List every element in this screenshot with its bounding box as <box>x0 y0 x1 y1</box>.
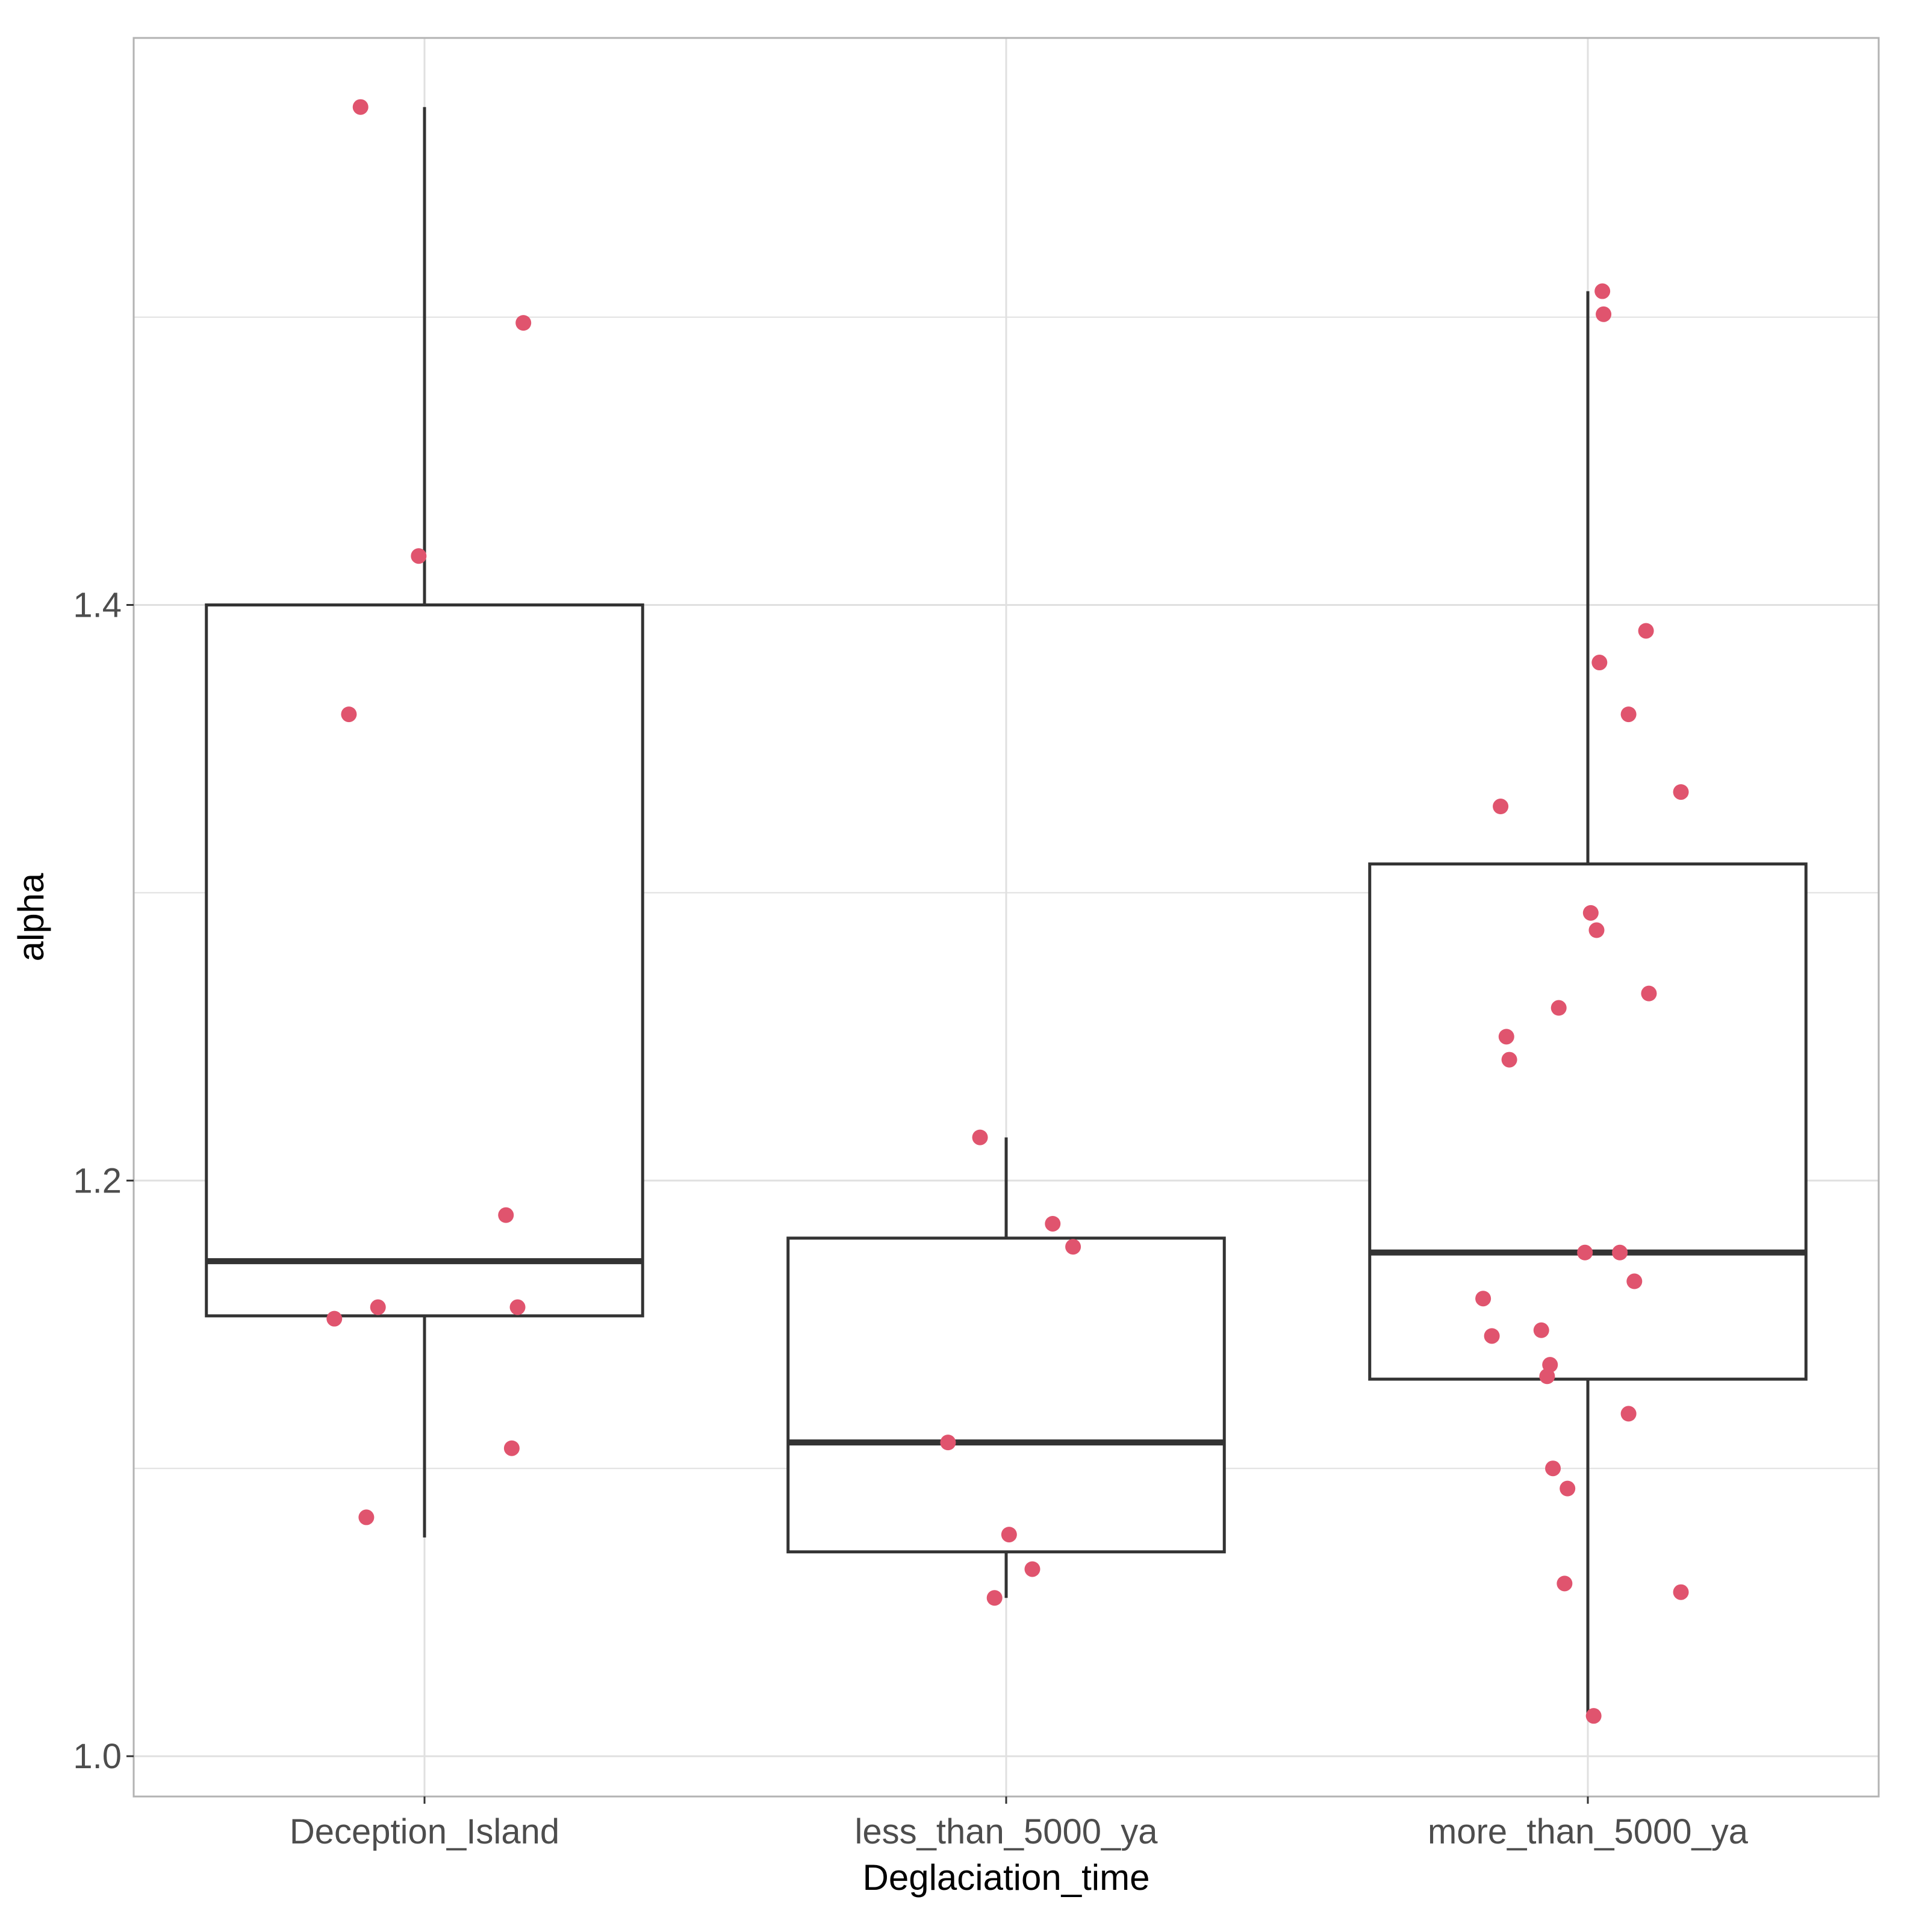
data-point <box>986 1590 1003 1606</box>
data-point <box>1493 799 1509 815</box>
data-point <box>1498 1029 1514 1045</box>
data-point <box>1484 1328 1500 1344</box>
iqr-box <box>1368 862 1808 1381</box>
x-tick-label: less_than_5000_ya <box>854 1812 1158 1851</box>
data-point <box>352 99 369 115</box>
data-point <box>509 1299 526 1315</box>
data-point <box>1626 1273 1643 1289</box>
boxes <box>205 107 1808 1716</box>
box-more_than_5000_ya <box>1368 291 1808 1716</box>
data-point <box>1533 1322 1549 1338</box>
data-point <box>1594 283 1611 299</box>
data-point <box>370 1299 386 1315</box>
data-point <box>1501 1052 1517 1068</box>
data-point <box>1551 1000 1567 1016</box>
data-point <box>1539 1368 1555 1385</box>
data-point <box>1065 1239 1081 1255</box>
data-point <box>1620 1406 1637 1422</box>
data-point <box>1638 623 1654 639</box>
data-point <box>1612 1244 1628 1260</box>
iqr-box <box>205 603 644 1318</box>
y-tick-label: 1.4 <box>73 585 122 625</box>
data-point <box>1545 1460 1561 1477</box>
data-point <box>341 706 357 723</box>
iqr-box <box>786 1236 1226 1554</box>
x-tick-label: more_than_5000_ya <box>1428 1812 1749 1851</box>
data-point <box>1582 905 1599 921</box>
data-point <box>1673 1584 1689 1600</box>
data-point <box>972 1129 988 1145</box>
data-point <box>358 1509 375 1525</box>
data-point <box>1001 1527 1017 1543</box>
data-point <box>1560 1480 1576 1497</box>
data-point <box>326 1310 343 1327</box>
y-tick-label: 1.0 <box>73 1737 122 1776</box>
box-less_than_5000_ya <box>786 1137 1226 1598</box>
data-point <box>498 1207 514 1223</box>
data-point <box>1673 784 1689 800</box>
x-tick-label: Deception_Island <box>290 1812 559 1851</box>
box-Deception_Island <box>205 107 644 1538</box>
axis-ticks: 1.0 1.2 1.4 Deception_Island less_than_5000_… <box>73 585 1748 1851</box>
data-point <box>1024 1561 1040 1577</box>
data-point <box>411 548 427 564</box>
data-point <box>1596 306 1612 322</box>
data-point <box>1591 655 1608 671</box>
data-point <box>1557 1575 1573 1592</box>
data-point <box>1588 922 1605 938</box>
y-tick-label: 1.2 <box>73 1161 122 1200</box>
data-point <box>515 315 532 331</box>
data-point <box>1045 1215 1061 1232</box>
data-point <box>940 1435 956 1451</box>
y-axis-title: alpha <box>11 873 51 961</box>
data-point <box>503 1440 520 1456</box>
data-point <box>1620 706 1637 723</box>
data-points <box>326 99 1689 1724</box>
data-point <box>1577 1244 1593 1260</box>
x-axis-title: Deglaciation_time <box>863 1857 1150 1898</box>
data-point <box>1641 985 1657 1002</box>
data-point <box>1585 1708 1602 1724</box>
data-point <box>1475 1291 1492 1307</box>
